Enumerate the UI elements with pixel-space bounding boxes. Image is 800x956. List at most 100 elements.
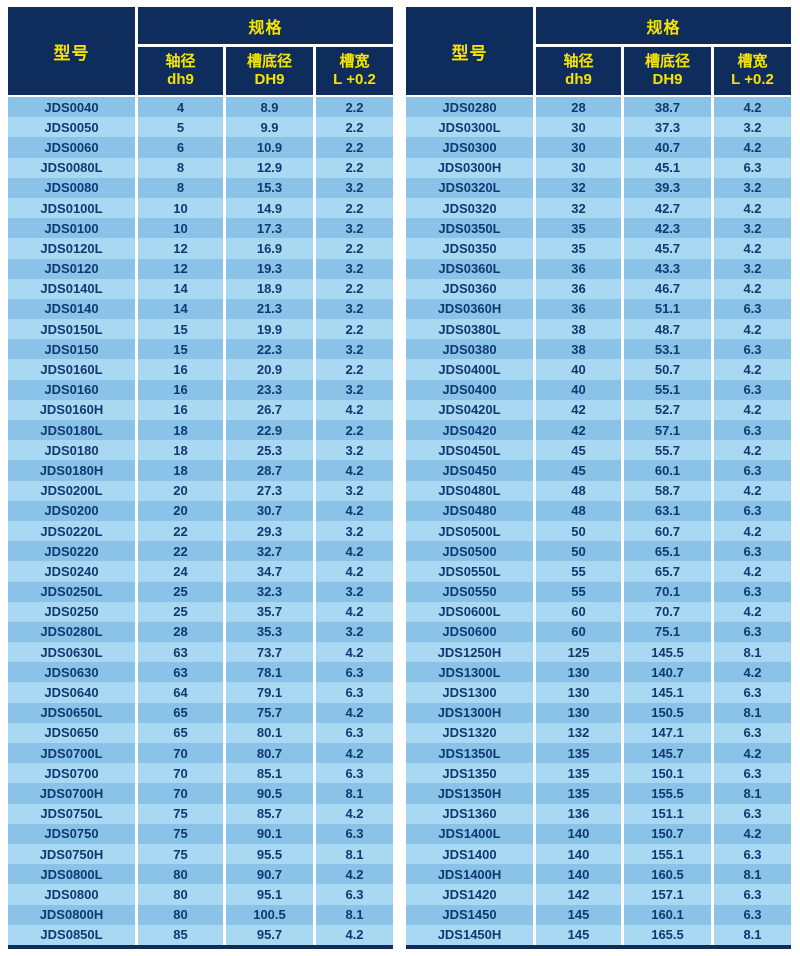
model-cell: JDS0160: [8, 379, 138, 400]
shaft-diameter-cell: 63: [138, 642, 226, 663]
groove-bottom-diameter-cell: 10.9: [226, 137, 316, 158]
groove-bottom-diameter-cell: 58.7: [624, 480, 714, 501]
spec-header-block: 规格 轴径 dh9 槽底径 DH9 槽宽 L +0.2: [536, 7, 791, 95]
sub-header-row: 轴径 dh9 槽底径 DH9 槽宽 L +0.2: [138, 47, 393, 95]
model-cell: JDS0300: [406, 137, 536, 158]
groove-width-cell: 4.2: [714, 399, 791, 420]
model-cell: JDS0800: [8, 884, 138, 905]
groove-bottom-label: 槽底径: [246, 53, 292, 70]
table-row: JDS0240 24 34.7 4.2: [8, 561, 393, 582]
shaft-diameter-cell: 40: [536, 379, 624, 400]
model-cell: JDS0320L: [406, 177, 536, 198]
table-row: JDS0450L 45 55.7 4.2: [406, 440, 791, 461]
shaft-diameter-cell: 8: [138, 177, 226, 198]
groove-bottom-diameter-cell: 39.3: [624, 177, 714, 198]
groove-width-cell: 4.2: [714, 238, 791, 259]
model-cell: JDS0550L: [406, 561, 536, 582]
model-cell: JDS0480: [406, 500, 536, 521]
groove-bottom-diameter-cell: 9.9: [226, 117, 316, 138]
model-cell: JDS0380L: [406, 319, 536, 340]
table-row: JDS0100 10 17.3 3.2: [8, 218, 393, 239]
shaft-diameter-cell: 45: [536, 460, 624, 481]
model-cell: JDS0420: [406, 420, 536, 441]
table-row: JDS0800 80 95.1 6.3: [8, 884, 393, 905]
model-cell: JDS0080L: [8, 157, 138, 178]
shaft-diameter-cell: 38: [536, 319, 624, 340]
table-bottom-border: [8, 944, 393, 949]
groove-bottom-diameter-cell: 42.3: [624, 218, 714, 239]
groove-bottom-diameter-cell: 70.1: [624, 581, 714, 602]
model-cell: JDS0700: [8, 763, 138, 784]
shaft-diameter-cell: 55: [536, 581, 624, 602]
groove-bottom-diameter-cell: 12.9: [226, 157, 316, 178]
model-cell: JDS1400: [406, 843, 536, 865]
groove-width-cell: 8.1: [714, 924, 791, 945]
groove-bottom-diameter-cell: 18.9: [226, 278, 316, 299]
table-row: JDS0040 4 8.9 2.2: [8, 97, 393, 118]
model-cell: JDS0750H: [8, 843, 138, 865]
groove-bottom-diameter-cell: 78.1: [226, 662, 316, 683]
model-cell: JDS0300L: [406, 117, 536, 138]
groove-bottom-tolerance: DH9: [254, 71, 285, 88]
model-cell: JDS0400: [406, 379, 536, 400]
shaft-diameter-cell: 50: [536, 520, 624, 542]
groove-width-cell: 8.1: [316, 904, 393, 925]
sub-header-row: 轴径 dh9 槽底径 DH9 槽宽 L +0.2: [536, 47, 791, 95]
shaft-diameter-cell: 130: [536, 662, 624, 683]
model-cell: JDS0120: [8, 258, 138, 279]
shaft-diameter-cell: 80: [138, 884, 226, 905]
groove-width-cell: 6.3: [714, 379, 791, 400]
shaft-diameter-cell: 75: [138, 803, 226, 824]
groove-width-cell: 4.2: [714, 440, 791, 461]
table-row: JDS0360L 36 43.3 3.2: [406, 258, 791, 279]
groove-width-cell: 4.2: [714, 662, 791, 683]
groove-width-cell: 6.3: [714, 460, 791, 481]
shaft-diameter-cell: 14: [138, 278, 226, 299]
shaft-diameter-cell: 60: [536, 621, 624, 643]
shaft-diameter-cell: 28: [138, 621, 226, 643]
shaft-diameter-cell: 22: [138, 541, 226, 562]
groove-bottom-diameter-cell: 145.7: [624, 743, 714, 764]
model-cell: JDS0320: [406, 197, 536, 219]
groove-width-tolerance: L +0.2: [333, 71, 376, 88]
shaft-diameter-cell: 55: [536, 561, 624, 582]
groove-width-cell: 3.2: [316, 218, 393, 239]
shaft-diameter-cell: 20: [138, 480, 226, 501]
table-row: JDS0120L 12 16.9 2.2: [8, 238, 393, 259]
groove-width-cell: 6.3: [714, 904, 791, 925]
model-cell: JDS0800H: [8, 904, 138, 925]
shaft-diameter-cell: 35: [536, 238, 624, 259]
groove-width-cell: 2.2: [316, 137, 393, 158]
table-row: JDS0400 40 55.1 6.3: [406, 379, 791, 400]
groove-width-cell: 4.2: [714, 359, 791, 380]
table-row: JDS0380L 38 48.7 4.2: [406, 319, 791, 340]
model-column-header: 型号: [406, 7, 536, 95]
groove-bottom-diameter-cell: 80.1: [226, 722, 316, 743]
model-cell: JDS0250: [8, 601, 138, 622]
groove-width-cell: 2.2: [316, 117, 393, 138]
table-row: JDS0700L 70 80.7 4.2: [8, 743, 393, 764]
shaft-diameter-cell: 16: [138, 399, 226, 420]
groove-bottom-diameter-cell: 95.7: [226, 924, 316, 945]
table-row: JDS1300L 130 140.7 4.2: [406, 662, 791, 683]
model-cell: JDS0450L: [406, 440, 536, 461]
table-row: JDS0150 15 22.3 3.2: [8, 339, 393, 360]
table-row: JDS0150L 15 19.9 2.2: [8, 319, 393, 340]
model-cell: JDS0500: [406, 541, 536, 562]
table-row: JDS0500L 50 60.7 4.2: [406, 520, 791, 542]
groove-bottom-diameter-cell: 79.1: [226, 682, 316, 703]
groove-bottom-diameter-cell: 65.1: [624, 541, 714, 562]
table-row: JDS0550 55 70.1 6.3: [406, 581, 791, 602]
groove-width-cell: 8.1: [714, 702, 791, 723]
groove-width-cell: 4.2: [316, 743, 393, 764]
table-row: JDS0320L 32 39.3 3.2: [406, 177, 791, 198]
groove-width-cell: 6.3: [714, 339, 791, 360]
table-row: JDS0480 48 63.1 6.3: [406, 500, 791, 521]
table-row: JDS1360 136 151.1 6.3: [406, 803, 791, 824]
groove-bottom-diameter-cell: 147.1: [624, 722, 714, 743]
groove-bottom-diameter-cell: 35.7: [226, 601, 316, 622]
table-row: JDS0600L 60 70.7 4.2: [406, 601, 791, 622]
groove-bottom-diameter-cell: 155.5: [624, 783, 714, 804]
model-cell: JDS1300H: [406, 702, 536, 723]
